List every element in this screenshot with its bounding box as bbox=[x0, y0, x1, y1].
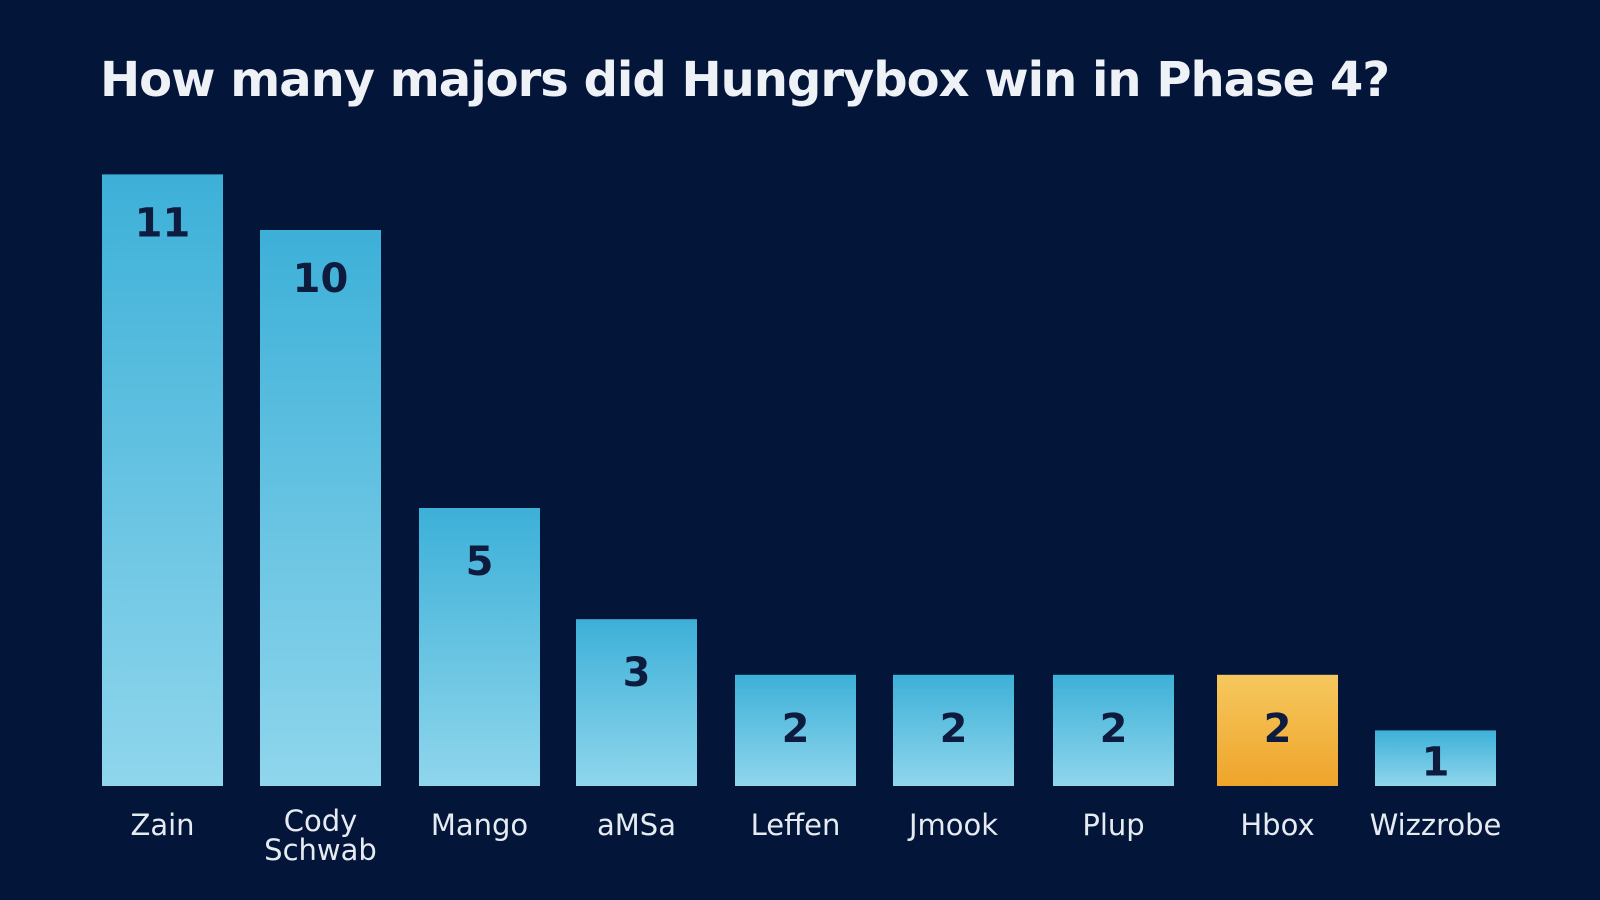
bar-mango bbox=[419, 508, 540, 786]
bar-plup bbox=[1053, 674, 1174, 786]
value-label: 3 bbox=[623, 650, 651, 696]
bar-wizzrobe bbox=[1375, 730, 1496, 786]
value-label: 11 bbox=[135, 200, 191, 246]
value-label: 2 bbox=[940, 706, 968, 752]
bar-hbox bbox=[1217, 674, 1338, 786]
category-label: Leffen bbox=[751, 808, 841, 842]
category-label: Plup bbox=[1082, 808, 1144, 842]
value-label: 10 bbox=[293, 256, 349, 302]
category-label: aMSa bbox=[597, 808, 676, 842]
value-label: 1 bbox=[1422, 739, 1450, 785]
category-label: Jmook bbox=[907, 808, 998, 842]
value-label: 2 bbox=[1264, 706, 1292, 752]
category-label: Hbox bbox=[1240, 808, 1314, 842]
value-label: 5 bbox=[466, 539, 494, 585]
value-label: 2 bbox=[782, 706, 810, 752]
bar-leffen bbox=[735, 674, 856, 786]
category-label: Cody Schwab bbox=[264, 804, 377, 867]
bar-jmook bbox=[893, 674, 1014, 786]
value-label: 2 bbox=[1100, 706, 1128, 752]
category-label: Mango bbox=[431, 808, 528, 842]
bar-amsa bbox=[576, 619, 697, 786]
category-label: Zain bbox=[130, 808, 194, 842]
bar-cody-schwab bbox=[260, 230, 381, 786]
category-label: Wizzrobe bbox=[1370, 808, 1502, 842]
chart-title: How many majors did Hungrybox win in Pha… bbox=[100, 52, 1390, 108]
bar-zain bbox=[102, 174, 223, 786]
